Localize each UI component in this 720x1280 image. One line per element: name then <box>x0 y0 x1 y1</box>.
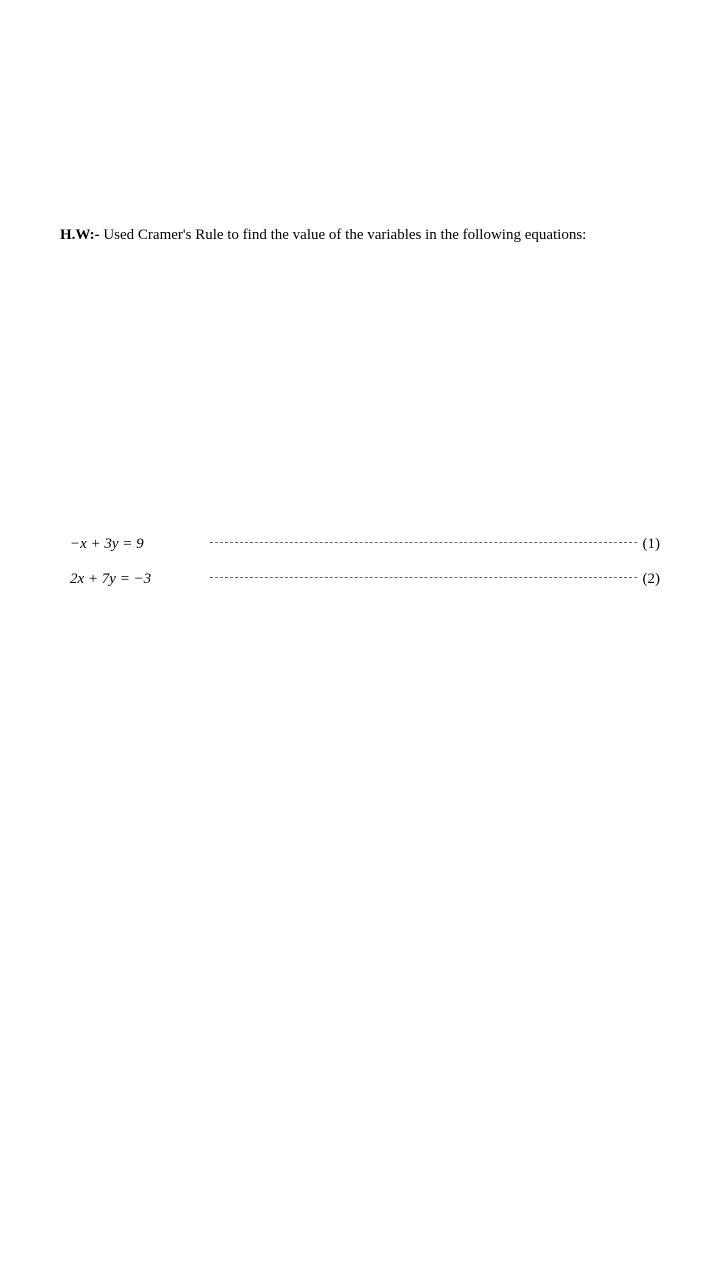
homework-heading: H.W:- Used Cramer's Rule to find the val… <box>60 225 660 246</box>
equation-block: −x + 3y = 9 (1) 2x + 7y = −3 (2) <box>60 536 660 588</box>
equation-expression: 2x + 7y = −3 <box>70 571 210 588</box>
equation-row: −x + 3y = 9 (1) <box>70 536 660 553</box>
equation-expression: −x + 3y = 9 <box>70 536 210 553</box>
equation-dash-leader <box>210 542 637 543</box>
heading-prefix: H.W:- <box>60 227 100 243</box>
heading-body: Used Cramer's Rule to find the value of … <box>100 227 587 243</box>
document-page: H.W:- Used Cramer's Rule to find the val… <box>0 0 720 588</box>
equation-dash-leader <box>210 577 637 578</box>
equation-row: 2x + 7y = −3 (2) <box>70 571 660 588</box>
equation-label: (2) <box>643 571 661 588</box>
equation-label: (1) <box>643 536 661 553</box>
